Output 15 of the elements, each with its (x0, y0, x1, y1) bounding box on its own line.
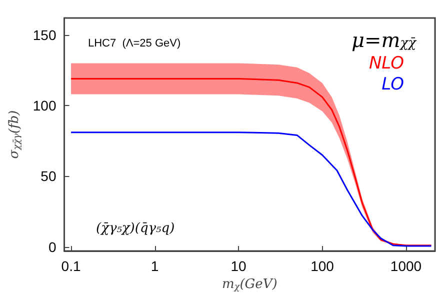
annotation: LHC7 (Λ=25 GeV) (88, 38, 181, 50)
text: NLO (368, 54, 404, 74)
x-tick-label: 0.1 (61, 258, 81, 274)
annotation: (χ̄γ₅χ)(q̄γ₅q) (96, 221, 175, 236)
y-tick-label: 50 (40, 168, 56, 184)
y-tick-label: 0 (48, 238, 56, 255)
annotation: μ=mχχ̄ (352, 28, 418, 52)
y-tick-label: 100 (32, 98, 56, 114)
x-tick-label: 10 (230, 258, 247, 274)
y-axis-title: σχχ̄γ(fb) (7, 110, 22, 159)
text: LO (382, 74, 404, 94)
x-tick-label: 100 (310, 258, 334, 274)
y-tick-label: 150 (32, 26, 56, 43)
x-tick-label: 1 (150, 258, 159, 274)
x-tick-label: 1000 (390, 258, 422, 274)
